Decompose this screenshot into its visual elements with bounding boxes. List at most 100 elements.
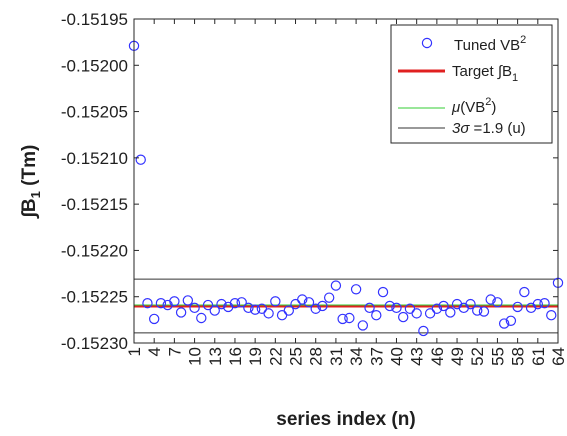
x-tick-label: 52 xyxy=(468,347,487,366)
data-point xyxy=(263,308,274,319)
data-point xyxy=(303,297,315,308)
legend-label-mean-post: ) xyxy=(491,99,496,116)
data-point xyxy=(350,284,362,295)
y-axis-title-subscript: 1 xyxy=(28,191,43,198)
data-point xyxy=(431,303,443,314)
data-point xyxy=(270,296,281,307)
data-point xyxy=(472,305,483,316)
data-point xyxy=(209,305,220,316)
data-point xyxy=(236,297,247,308)
data-point xyxy=(377,286,389,298)
data-point xyxy=(478,306,490,317)
data-point xyxy=(169,296,180,307)
x-tick-label: 49 xyxy=(448,347,467,366)
data-point xyxy=(155,297,167,309)
x-tick-label: 58 xyxy=(509,347,528,366)
reference-lines xyxy=(134,278,558,334)
x-tick-label: 13 xyxy=(206,347,225,366)
data-point xyxy=(384,300,395,312)
data-point xyxy=(371,310,382,321)
data-point xyxy=(498,318,510,329)
x-axis-ticks: 1 4 7 10 13 16 19 22 25 28 31 34 37 40 43 46 49 52 55 58 61 6… xyxy=(125,19,567,366)
legend-label-mean-pre: μ xyxy=(451,99,460,116)
legend-label-sigma-main: =1.9 (u) xyxy=(469,120,525,137)
x-tick-label: 61 xyxy=(529,347,548,366)
data-point xyxy=(202,299,214,311)
data-point xyxy=(196,312,207,324)
data-point xyxy=(512,301,523,313)
data-point xyxy=(330,280,342,291)
legend-label-target-main: Target ∫B xyxy=(452,63,512,80)
data-point xyxy=(148,313,160,325)
y-tick-label: -0.15230 xyxy=(61,334,128,353)
legend-label-target: Target ∫B1 xyxy=(452,63,518,84)
data-point xyxy=(283,305,294,316)
data-point xyxy=(142,297,153,309)
data-point xyxy=(357,320,369,331)
x-tick-label: 19 xyxy=(246,347,265,366)
y-axis-title-symbol: ∫ xyxy=(19,210,40,219)
y-tick-label: -0.15220 xyxy=(61,241,128,260)
y-axis-ticks: -0.15230 -0.15225 -0.15220 -0.15215 -0.15210… xyxy=(61,10,558,353)
data-point xyxy=(249,304,261,315)
y-axis-title: ∫B1 (Tm) xyxy=(19,145,43,220)
data-point xyxy=(189,302,200,314)
y-tick-label: -0.15225 xyxy=(61,288,128,307)
x-tick-label: 64 xyxy=(549,347,567,366)
legend-label-mean-main: (VB xyxy=(460,99,485,116)
data-point xyxy=(364,302,375,314)
y-tick-label: -0.15215 xyxy=(61,195,128,214)
x-tick-label: 55 xyxy=(488,347,507,366)
x-axis-title: series index (n) xyxy=(276,409,415,430)
y-tick-label: -0.15205 xyxy=(61,103,128,122)
data-point xyxy=(344,312,355,324)
data-point xyxy=(229,297,241,309)
data-point xyxy=(519,286,530,298)
data-point xyxy=(135,154,146,165)
legend-marker-tuned xyxy=(421,37,433,49)
y-tick-label: -0.15200 xyxy=(61,56,128,75)
data-point xyxy=(418,325,429,337)
x-tick-label: 1 xyxy=(125,347,144,356)
data-point xyxy=(243,302,254,314)
data-point xyxy=(398,311,409,323)
data-point xyxy=(175,307,187,318)
x-tick-label: 34 xyxy=(347,347,366,366)
data-point xyxy=(465,298,476,310)
data-point xyxy=(532,298,544,310)
y-axis-title-unit: (Tm) xyxy=(19,145,40,191)
plot-frame xyxy=(133,18,559,344)
x-tick-label: 40 xyxy=(387,347,406,366)
data-point xyxy=(445,307,456,318)
data-point xyxy=(297,294,308,305)
data-point xyxy=(391,302,402,314)
x-tick-label: 10 xyxy=(186,347,205,366)
data-point xyxy=(505,315,517,326)
y-tick-label: -0.15195 xyxy=(61,10,128,29)
x-tick-label: 37 xyxy=(367,347,386,366)
data-point xyxy=(539,297,550,309)
data-point xyxy=(317,300,328,312)
data-point xyxy=(438,300,449,312)
x-tick-label: 25 xyxy=(287,347,306,366)
legend-label-sigma: 3σ =1.9 (u) xyxy=(452,120,526,137)
data-point xyxy=(485,294,496,305)
legend-box xyxy=(390,24,553,144)
data-point xyxy=(182,295,194,306)
x-tick-label: 22 xyxy=(266,347,285,366)
x-tick-label: 31 xyxy=(327,347,346,366)
data-point xyxy=(323,292,335,303)
x-tick-label: 46 xyxy=(428,347,447,366)
data-point xyxy=(546,310,557,321)
x-tick-label: 7 xyxy=(165,347,184,356)
legend-label-target-sub: 1 xyxy=(512,72,518,84)
data-point xyxy=(216,298,227,310)
data-point xyxy=(492,297,503,308)
x-tick-label: 43 xyxy=(408,347,427,366)
legend-label-tuned-main: Tuned VB xyxy=(454,37,520,54)
y-axis-title-main: B xyxy=(19,198,40,212)
legend-label-mean: μ(VB2) xyxy=(451,96,496,116)
legend-label-sigma-pre: 3σ xyxy=(452,120,470,137)
legend-label-tuned-sup: 2 xyxy=(520,34,526,46)
data-point xyxy=(310,303,321,314)
